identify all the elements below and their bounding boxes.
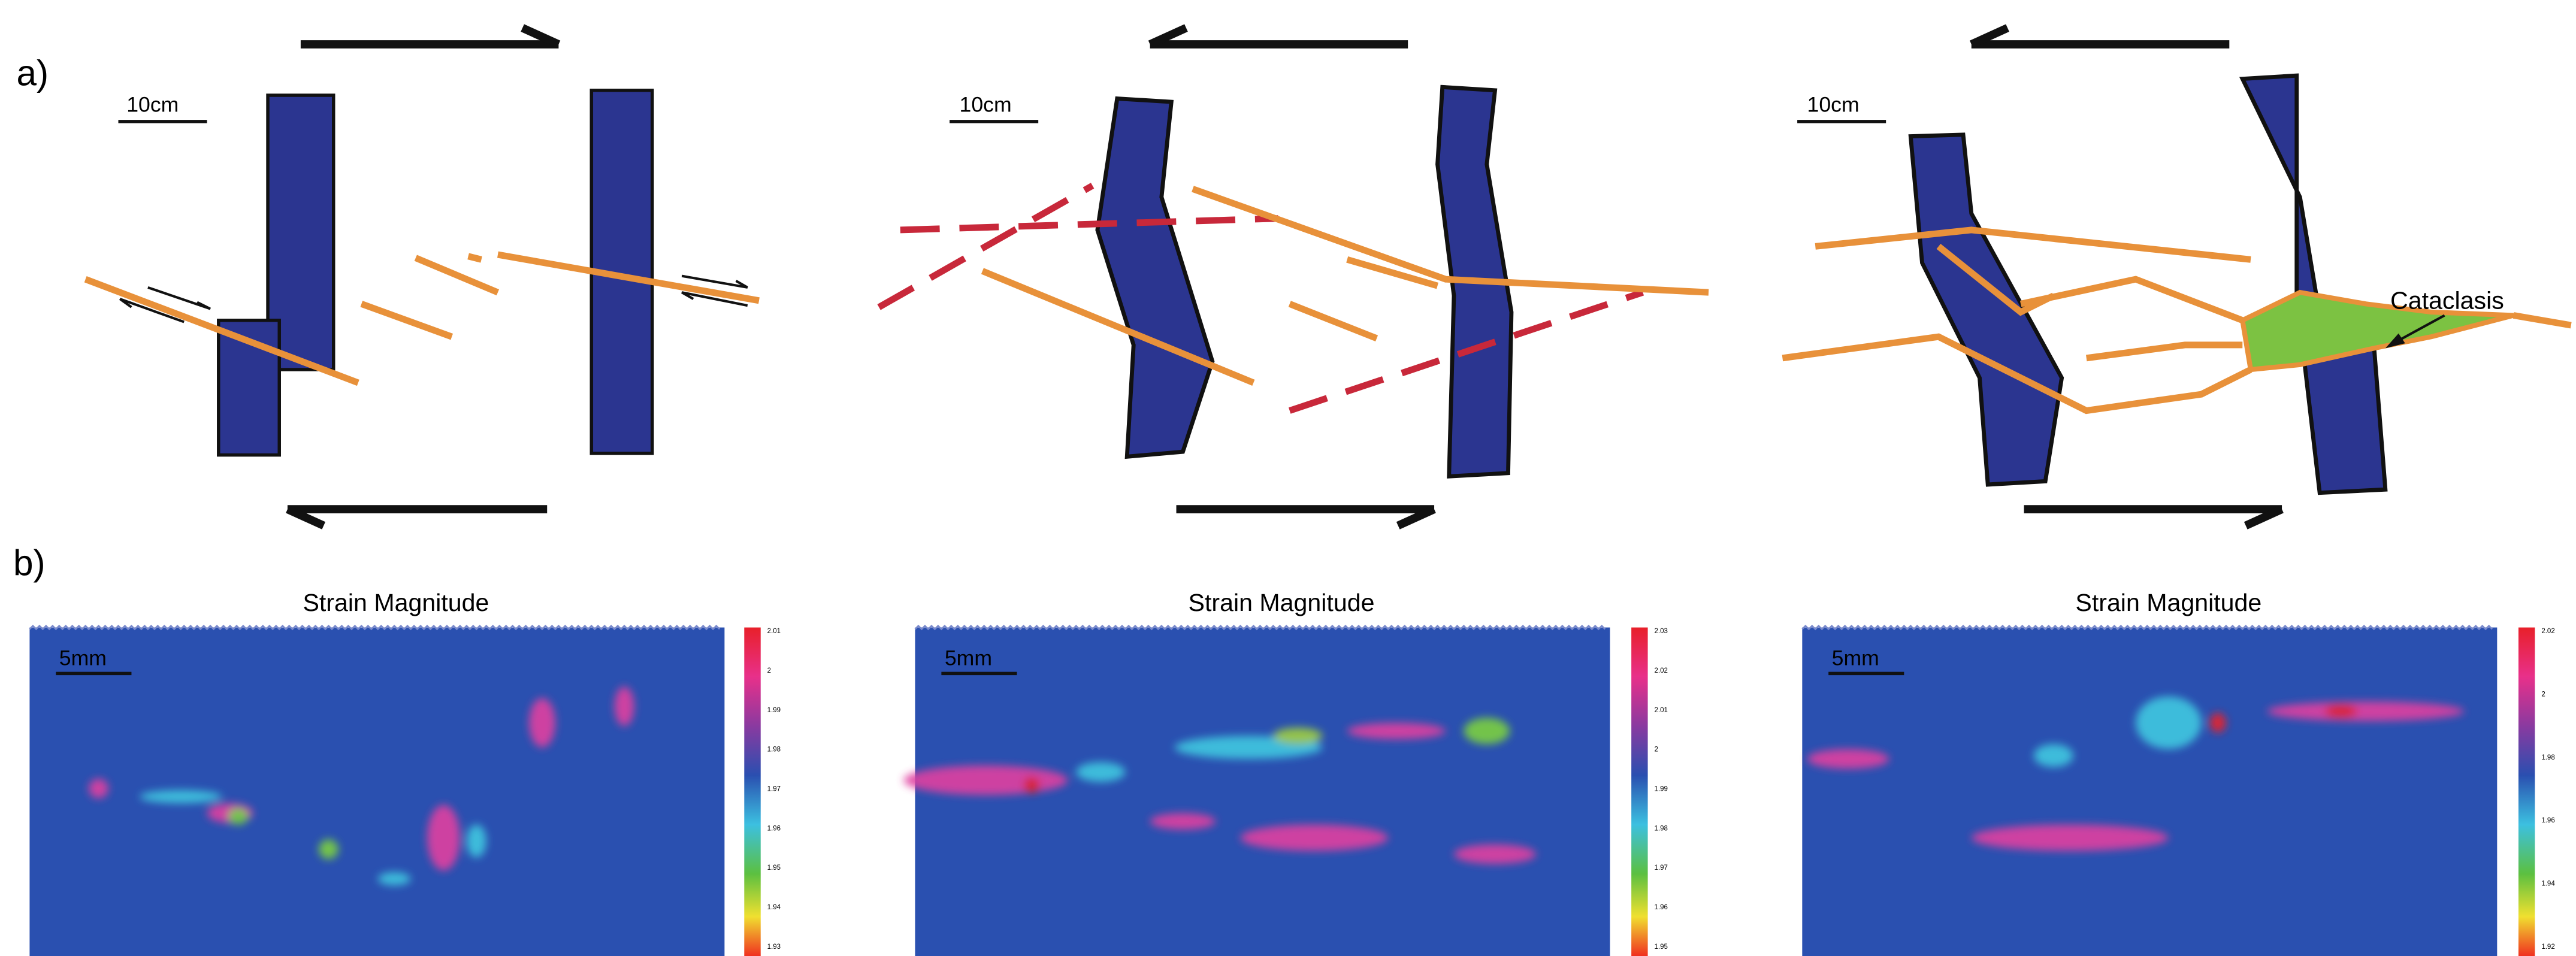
figure: a) b) 10cm 10cm 10cm Cataclasis Strain M… bbox=[0, 0, 2576, 956]
strain-feature bbox=[1464, 718, 1510, 744]
strain-feature bbox=[1972, 825, 2169, 851]
colorbar-tick-label: 1.97 bbox=[1655, 864, 1668, 872]
strain-feature bbox=[378, 872, 411, 885]
sketch-3-shape bbox=[1910, 135, 2061, 485]
strain-feature bbox=[140, 790, 222, 803]
sketch-3-shape bbox=[1815, 230, 2251, 259]
scale-label: 5mm bbox=[1832, 646, 1879, 670]
colorbar-tick-label: 1.98 bbox=[767, 746, 781, 754]
colorbar-tick-label: 1.98 bbox=[2541, 754, 2554, 761]
sketch-3-shape bbox=[2021, 279, 2242, 320]
colorbar-tick-label: 2.02 bbox=[1655, 667, 1668, 674]
strain-feature bbox=[529, 698, 555, 747]
colorbar-tick-label: 1.92 bbox=[2541, 943, 2554, 951]
sketch-2-shape bbox=[1097, 99, 1213, 457]
strain-feature bbox=[2034, 744, 2073, 767]
strain-map bbox=[1802, 628, 2497, 956]
map-title: Strain Magnitude bbox=[2075, 589, 2261, 616]
sketch-2-shape bbox=[982, 189, 1709, 383]
sketch-3-shape bbox=[2514, 316, 2571, 325]
colorbar-tick-label: 1.99 bbox=[767, 707, 781, 714]
strain-feature bbox=[1023, 777, 1039, 793]
strain-feature bbox=[1807, 749, 1889, 769]
scale-label: 5mm bbox=[945, 646, 992, 670]
strain-feature bbox=[615, 686, 634, 726]
map-title: Strain Magnitude bbox=[303, 589, 489, 616]
colorbar-tick-label: 2.02 bbox=[2541, 628, 2554, 635]
annotation: Cataclasis bbox=[2390, 287, 2504, 314]
colorbar bbox=[2518, 628, 2535, 956]
colorbar-tick-label: 1.94 bbox=[2541, 881, 2555, 888]
panel-label: a) bbox=[16, 53, 49, 93]
sketch-3-shape bbox=[2087, 345, 2243, 358]
page: {"labels":{"a":"a)","b":"b)"}, "sketches… bbox=[0, 0, 2576, 956]
colorbar-tick-label: 2.01 bbox=[767, 628, 781, 635]
strain-feature bbox=[427, 805, 460, 871]
strain-feature bbox=[319, 839, 338, 859]
strain-feature bbox=[1150, 813, 1216, 829]
colorbar-tick-label: 1.94 bbox=[767, 904, 781, 911]
strain-feature bbox=[228, 808, 248, 824]
sketch-2-shape bbox=[879, 186, 1092, 307]
sketch-3-shape bbox=[2242, 75, 2385, 493]
map-title: Strain Magnitude bbox=[1189, 589, 1375, 616]
colorbar-tick-label: 2 bbox=[1655, 746, 1658, 754]
sketch-1-shape bbox=[86, 255, 759, 383]
sketch-3 bbox=[1782, 28, 2571, 526]
sketch-2-shape bbox=[900, 219, 1278, 230]
colorbar-tick-label: 1.96 bbox=[2541, 817, 2554, 824]
colorbar-tick-label: 1.93 bbox=[767, 943, 781, 951]
strain-feature bbox=[89, 779, 108, 798]
scale-label: 10cm bbox=[960, 92, 1012, 116]
scale-label: 10cm bbox=[1807, 92, 1860, 116]
colorbar-tick-label: 1.95 bbox=[767, 864, 781, 872]
strain-feature bbox=[2136, 697, 2202, 749]
sketch-2-shape bbox=[879, 186, 1643, 411]
strain-feature bbox=[903, 766, 1068, 795]
strain-map bbox=[29, 628, 724, 956]
sketch-1-shape bbox=[468, 256, 482, 259]
colorbar-tick-label: 1.96 bbox=[1655, 904, 1668, 911]
strain-feature bbox=[2209, 713, 2226, 733]
strain-feature bbox=[1273, 728, 1322, 744]
strain-feature bbox=[1076, 762, 1125, 782]
colorbar-tick-label: 1.97 bbox=[767, 786, 781, 793]
strain-feature bbox=[1240, 825, 1388, 851]
strain-feature bbox=[1347, 723, 1446, 739]
sketch-2-shape bbox=[1290, 304, 1377, 338]
strain-feature bbox=[2324, 704, 2357, 718]
colorbar-tick-label: 1.99 bbox=[1655, 786, 1668, 793]
panel-label: b) bbox=[13, 542, 46, 583]
scale-label: 5mm bbox=[59, 646, 107, 670]
colorbar-tick-label: 2 bbox=[767, 667, 771, 674]
colorbar-tick-label: 1.96 bbox=[767, 825, 781, 832]
colorbar bbox=[1631, 628, 1647, 956]
sketch-1-shape bbox=[361, 304, 452, 337]
sketch-1 bbox=[86, 28, 759, 526]
colorbar-tick-label: 2 bbox=[2541, 691, 2545, 698]
strain-feature bbox=[2267, 701, 2464, 721]
colorbar bbox=[744, 628, 760, 956]
sketch-1-shape bbox=[416, 258, 498, 293]
colorbar-tick-label: 1.95 bbox=[1655, 943, 1668, 951]
colorbar-tick-label: 2.01 bbox=[1655, 707, 1668, 714]
colorbar-tick-label: 1.98 bbox=[1655, 825, 1668, 832]
scale-label: 10cm bbox=[126, 92, 179, 116]
strain-feature bbox=[467, 825, 486, 858]
colorbar-tick-label: 2.03 bbox=[1655, 628, 1668, 635]
strain-feature bbox=[1454, 845, 1536, 864]
